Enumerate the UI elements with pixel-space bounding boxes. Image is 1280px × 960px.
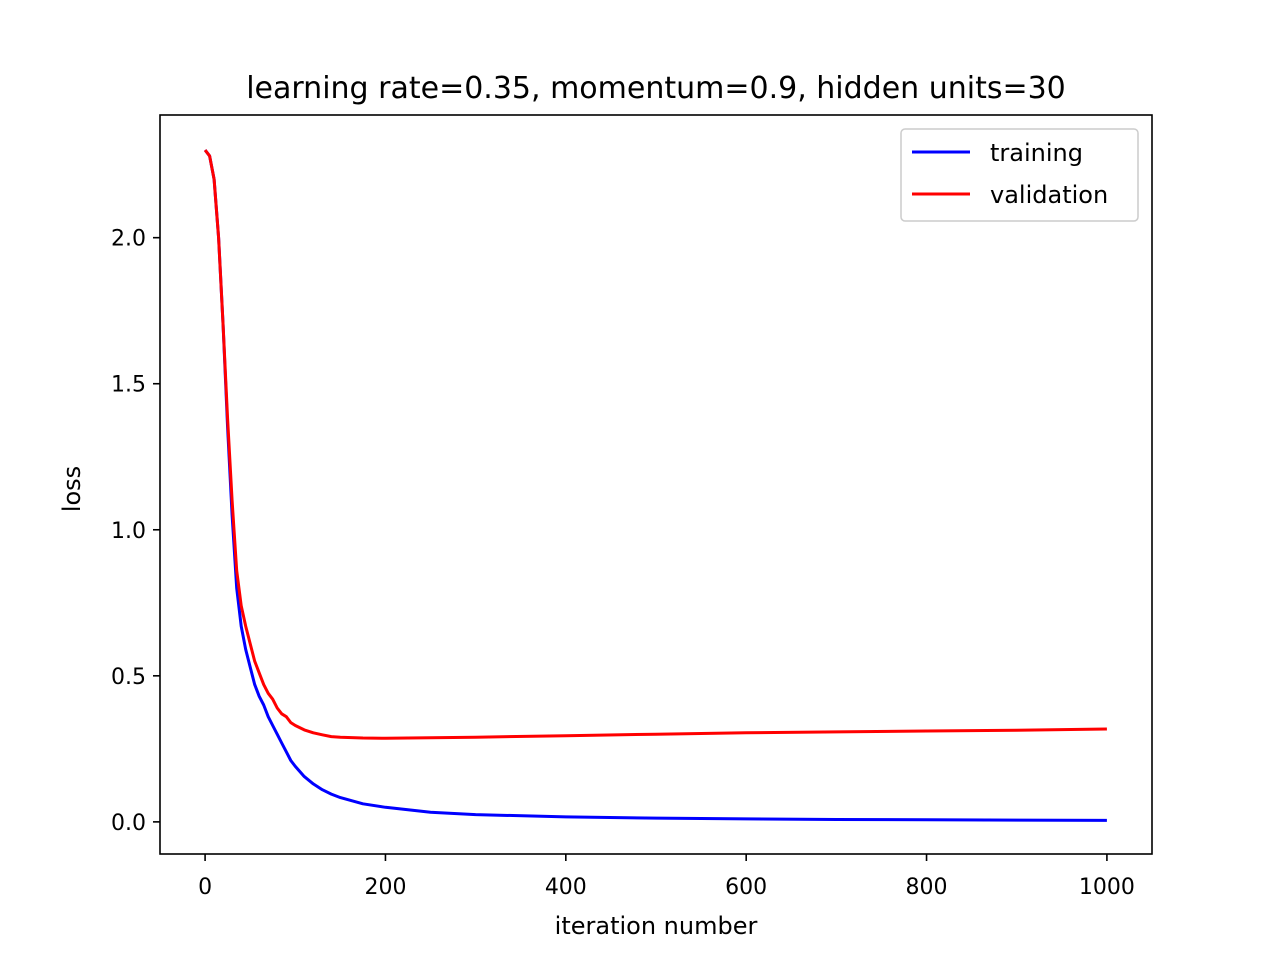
x-axis: 0 200 400 600 800 1000: [198, 854, 1135, 900]
y-tick-label: 0.0: [111, 811, 146, 836]
plot-area: [159, 114, 1153, 855]
series-lines: [203, 149, 1107, 822]
chart-title: learning rate=0.35, momentum=0.9, hidden…: [246, 71, 1066, 106]
y-tick-label: 1.0: [111, 519, 146, 544]
x-tick-label: 0: [198, 875, 212, 900]
x-tick-label: 600: [725, 875, 767, 900]
x-tick-label: 800: [906, 875, 948, 900]
x-tick-label: 1000: [1079, 875, 1135, 900]
plot-frame: [159, 114, 1153, 855]
legend-label-training: training: [990, 139, 1083, 167]
y-axis: 0.0 0.5 1.0 1.5 2.0: [111, 227, 160, 836]
series-line-training: [203, 149, 1107, 822]
y-axis-label: loss: [58, 466, 86, 512]
legend: training validation: [900, 128, 1139, 222]
legend-label-validation: validation: [990, 181, 1108, 209]
series-line-validation: [203, 149, 1107, 740]
x-axis-label: iteration number: [555, 912, 758, 940]
y-tick-label: 2.0: [111, 227, 146, 252]
y-tick-label: 0.5: [111, 665, 146, 690]
x-tick-label: 400: [545, 875, 587, 900]
x-tick-label: 200: [364, 875, 406, 900]
y-tick-label: 1.5: [111, 373, 146, 398]
